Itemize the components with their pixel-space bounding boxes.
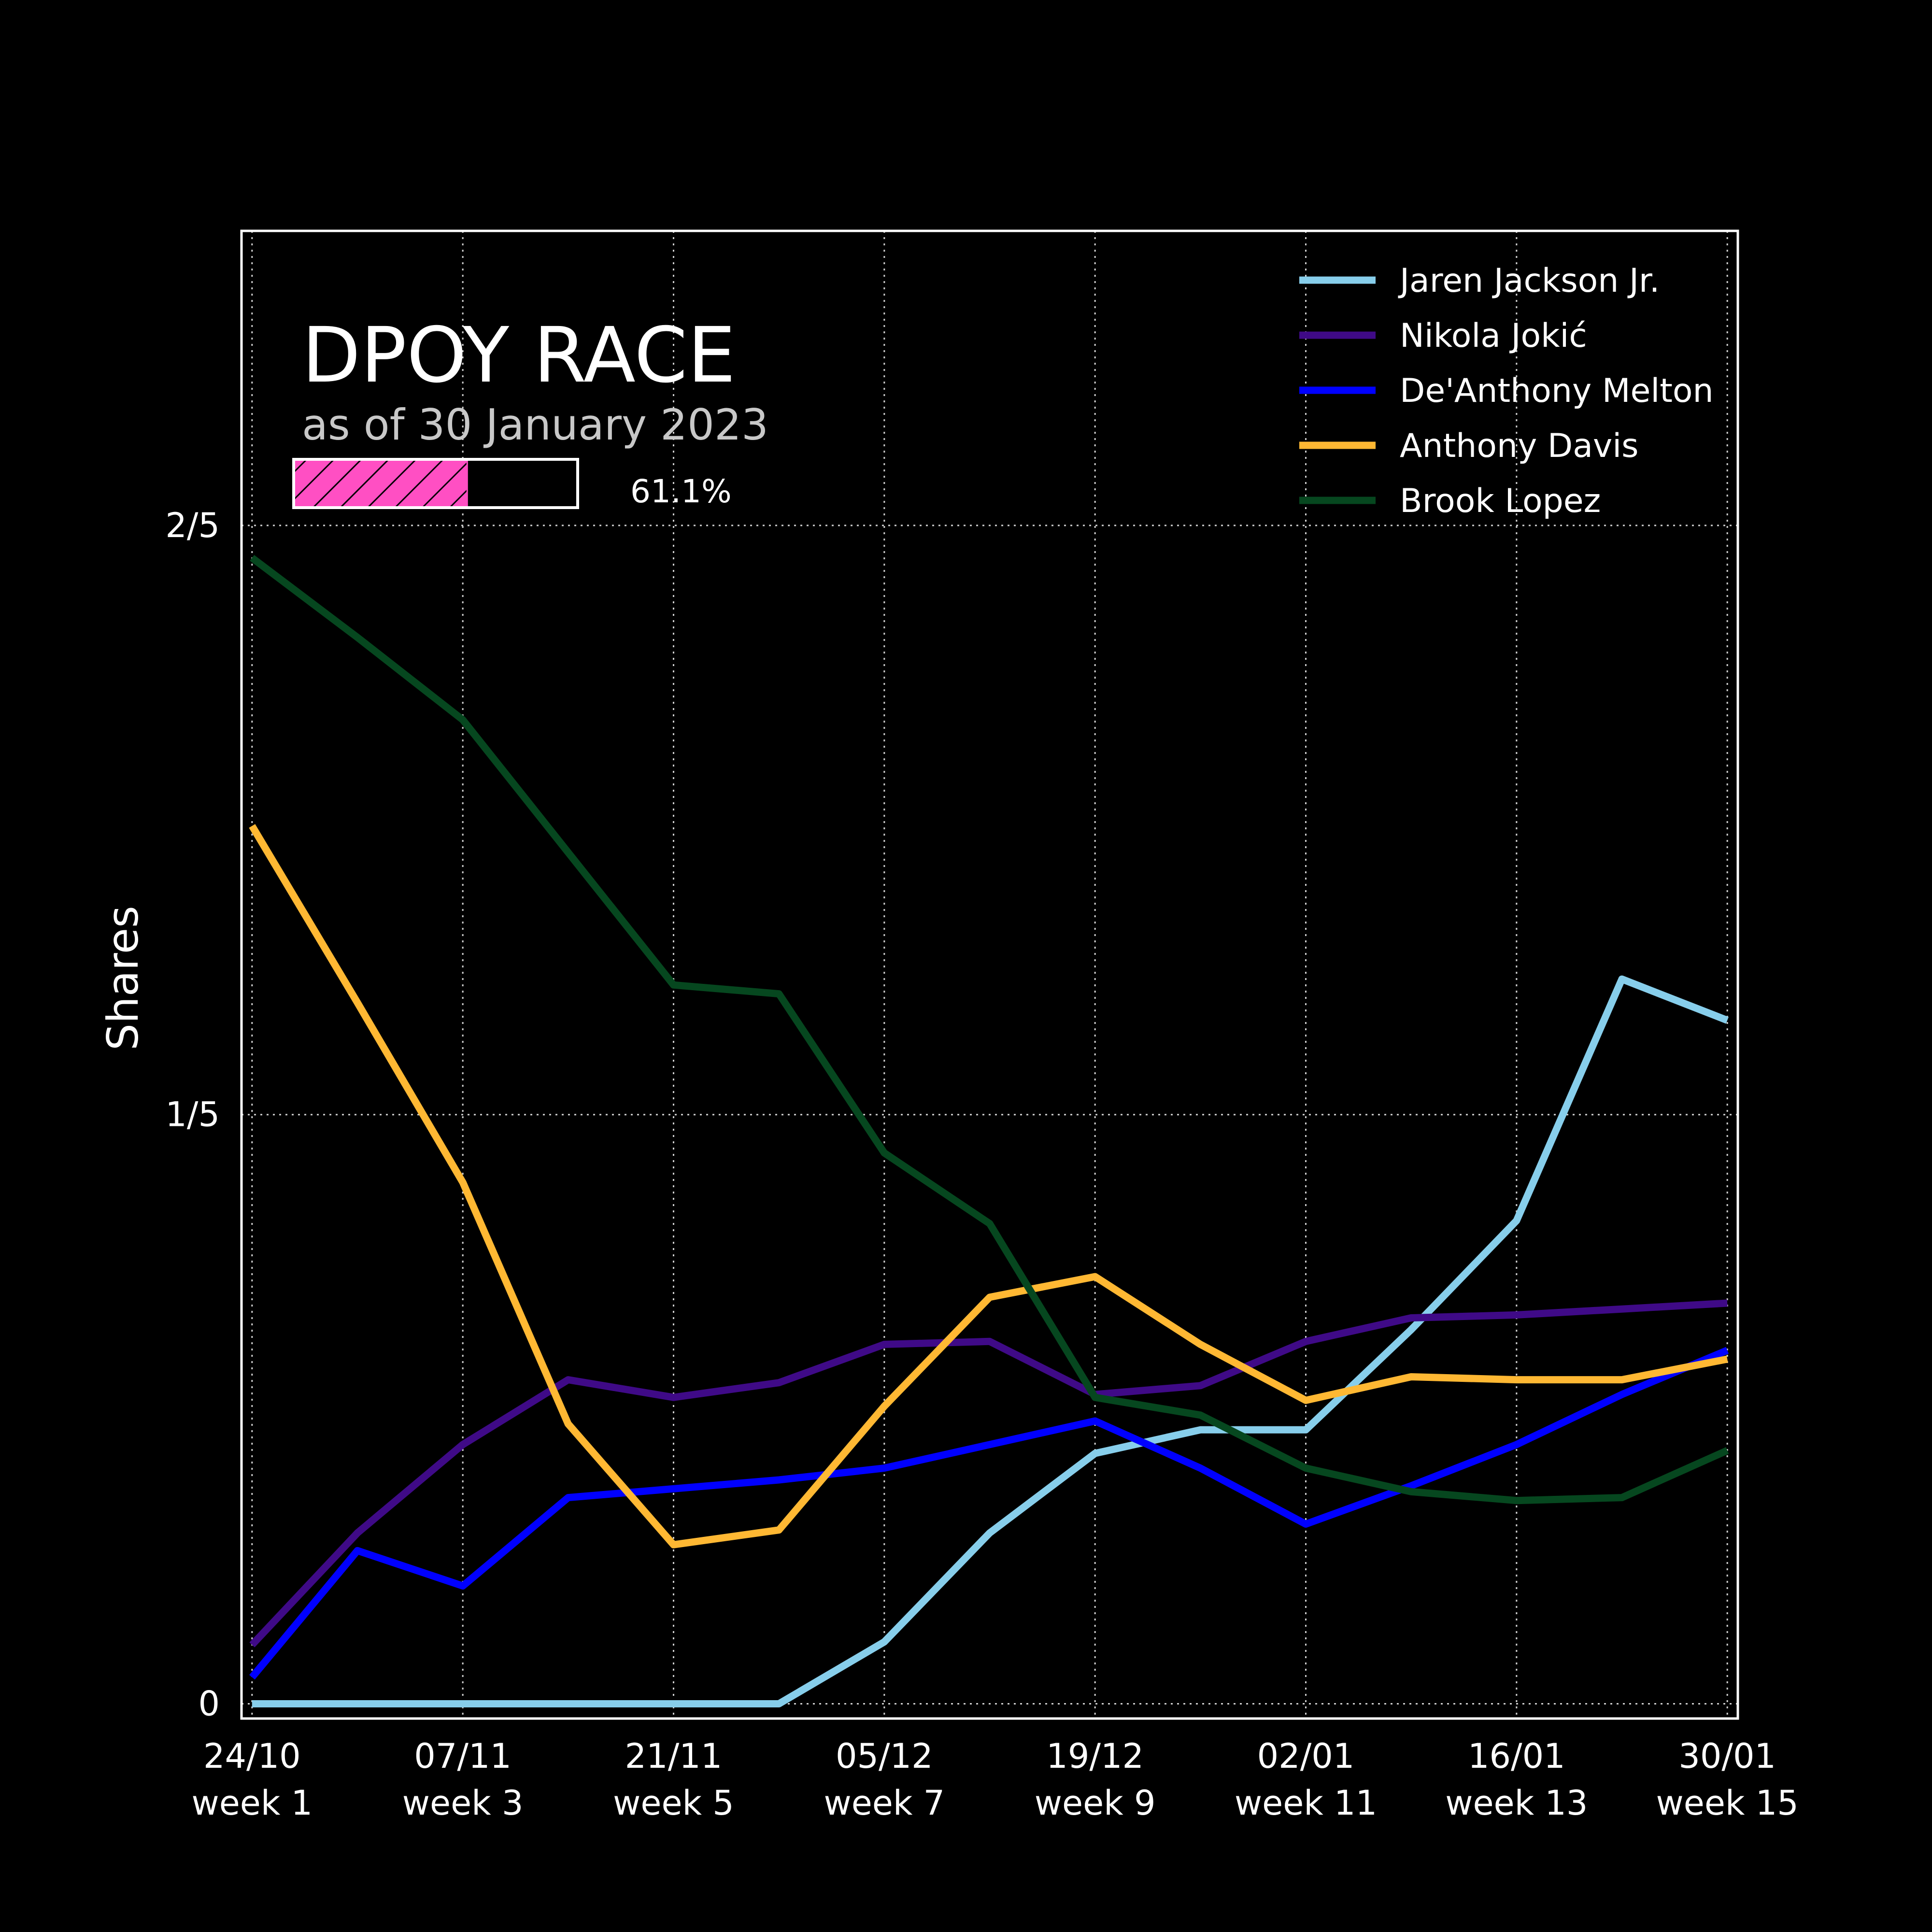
y-tick-label: 2/5: [165, 506, 220, 545]
series-line-jaren-jackson-jr: [252, 975, 1729, 1707]
x-tick-label-date: 05/12: [836, 1736, 933, 1776]
x-tick-label-week: week 11: [1235, 1783, 1377, 1823]
x-tick-label-week: week 9: [1035, 1783, 1156, 1823]
grid: [242, 231, 1738, 1719]
progress-bar-fill: [293, 458, 468, 509]
legend-label: Jaren Jackson Jr.: [1398, 262, 1660, 300]
legend-label: Brook Lopez: [1400, 482, 1601, 520]
series-line-brook-lopez: [250, 555, 1729, 1505]
x-tick-label-date: 30/01: [1678, 1736, 1776, 1776]
y-axis: 0 1/5 2/5: [165, 506, 220, 1724]
x-tick-label-date: 21/11: [625, 1736, 723, 1776]
x-tick-label-date: 16/01: [1468, 1736, 1565, 1776]
x-tick-label-week: week 1: [191, 1783, 313, 1823]
series-line-de-anthony-melton: [249, 1347, 1729, 1680]
plot-frame: [240, 229, 1739, 1720]
y-axis-label: Shares: [98, 906, 148, 1051]
progress-bar: [292, 458, 579, 509]
series-line-nikola-joki: [249, 1299, 1728, 1648]
x-tick-label-week: week 5: [613, 1783, 734, 1823]
legend-label: Anthony Davis: [1400, 427, 1639, 465]
x-axis: 24/10 week 1 07/11 week 3 21/11 week 5 05/12 we…: [191, 1736, 1798, 1823]
progress-bar-track: [292, 458, 579, 509]
y-tick-label: 0: [198, 1684, 220, 1724]
x-tick-label-week: week 3: [402, 1783, 524, 1823]
chart-title: DPOY RACE: [302, 311, 736, 400]
legend-label: Nikola Jokić: [1400, 317, 1587, 355]
legend: Jaren Jackson Jr. Nikola Jokić De'Anthony …: [1299, 262, 1714, 520]
chart-subtitle: as of 30 January 2023: [302, 400, 768, 450]
progress-percent-label: 61.1%: [630, 473, 732, 510]
x-tick-label-date: 02/01: [1257, 1736, 1355, 1776]
legend-label: De'Anthony Melton: [1400, 372, 1714, 410]
x-tick-label-week: week 7: [824, 1783, 945, 1823]
series-lines: [249, 555, 1729, 1707]
x-tick-label-date: 07/11: [414, 1736, 511, 1776]
series-line-anthony-davis: [249, 824, 1728, 1548]
y-tick-label: 1/5: [165, 1095, 220, 1135]
x-tick-label-date: 19/12: [1046, 1736, 1144, 1776]
x-tick-label-week: week 13: [1445, 1783, 1588, 1823]
x-tick-label-date: 24/10: [203, 1736, 301, 1776]
x-tick-label-week: week 15: [1656, 1783, 1799, 1823]
